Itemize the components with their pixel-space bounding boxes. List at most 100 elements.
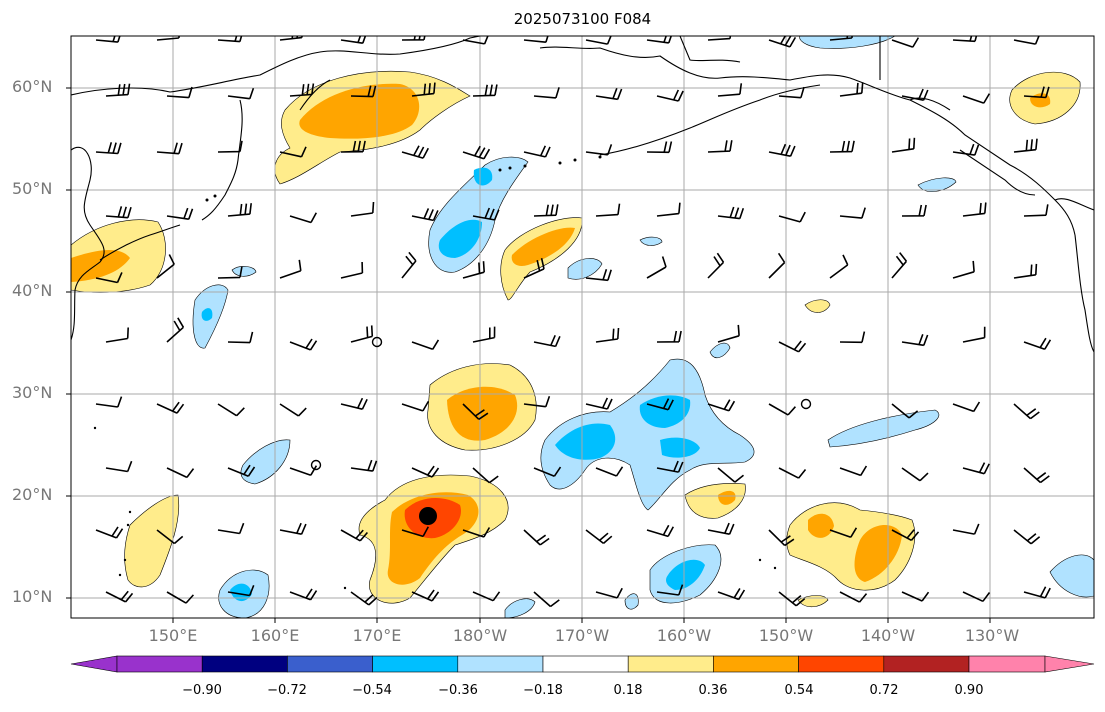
wind-barb [279,403,307,417]
wind-barb [1013,529,1041,545]
wind-barb [962,326,986,343]
wind-barb [401,36,426,41]
wind-barb [707,399,736,412]
wind-barb [962,591,991,603]
colorbar-segment [968,655,1046,673]
colorbar-label: 0.36 [698,683,728,698]
wind-barb [227,464,256,477]
wind-barb [952,260,975,279]
wind-barb [289,83,315,97]
wind-barb [656,330,682,343]
wind-barb [411,589,440,602]
wind-barb [768,143,796,157]
lon-label: 170°E [352,626,402,645]
wind-barb [839,331,866,344]
wind-barb [279,522,307,535]
lon-label: 160°E [250,626,300,645]
wind-barb [217,403,245,417]
colorbar-over [1044,655,1095,673]
colorbar-segment [457,655,544,673]
wind-barb [901,467,929,482]
colorbar-label: −0.90 [182,683,222,698]
wind-barb [717,206,745,220]
colorbar-segment [372,655,459,673]
wind-barb [952,401,981,413]
wind-barb [279,36,303,41]
wind-barb [462,527,491,538]
colorbar-label: −0.18 [523,683,563,698]
wind-barb [340,261,364,279]
wind-barb [585,36,612,45]
wind-barb [523,36,549,43]
wind-barb [411,339,440,351]
wind-barb [533,87,560,99]
lon-label: 130°W [964,626,1020,645]
wind-barb [778,591,806,607]
lat-label: 40°N [12,281,53,300]
calm-wind-circles [310,336,812,471]
wind-barb [166,207,194,220]
wind-barb [717,324,740,343]
colorbar [70,655,1095,673]
wind-barb [340,36,367,44]
colorbar-segment [542,655,629,673]
wind-barb [401,400,430,412]
gridlines [71,36,1094,618]
wind-barb [778,467,807,479]
wind-barb [595,327,620,343]
wind-barb [227,88,255,100]
wind-barb [350,201,375,217]
wind-barb [707,252,725,279]
wind-barb [95,526,124,539]
wind-barb [350,85,377,98]
wind-barb [646,398,674,411]
wind-barb [462,403,489,420]
wind-barb [778,211,806,223]
wind-barb [1013,263,1038,279]
colorbar-label: −0.36 [438,683,478,698]
colorbar-segment [627,655,714,673]
wind-barb [95,396,123,408]
wind-barb [595,88,623,101]
colorbar-under [70,655,118,673]
wind-barb [166,317,185,343]
wind-barb [891,37,920,48]
wind-barb [95,142,122,155]
wind-barb [962,462,990,475]
coastlines [71,36,1094,353]
lon-label: 170°W [554,626,610,645]
wind-barb [901,334,929,347]
wind-barb [289,588,318,601]
wind-barb [340,397,368,410]
lon-label: 140°W [860,626,916,645]
wind-barb [901,88,929,101]
colorbar-segment [201,655,288,673]
wind-barb [656,89,684,102]
wind-barb [962,202,987,217]
wind-barb [401,251,417,279]
wind-barb [585,397,613,410]
lon-label: 160°W [656,626,712,645]
wind-barb [523,258,545,279]
colorbar-label: −0.54 [352,683,392,698]
wind-barb [289,465,318,476]
wind-barb [829,254,849,279]
colorbar-segment [713,655,799,673]
lon-label: 150°W [758,626,814,645]
wind-barb [707,36,732,41]
wind-barb [717,587,746,601]
lon-label: 150°E [148,626,198,645]
wind-barb [768,36,797,48]
lat-label: 10°N [12,587,53,606]
colorbar-label: 0.72 [869,683,899,698]
colorbar-segment [798,655,885,673]
wind-barb [166,467,195,479]
wind-barb [533,334,561,348]
lon-label: 180°W [452,626,508,645]
islands [93,155,777,590]
wind-barb [279,146,307,158]
wind-barb [279,259,302,279]
wind-barb [156,254,175,279]
wind-barb [829,527,858,538]
storm-center-marker [419,507,437,525]
